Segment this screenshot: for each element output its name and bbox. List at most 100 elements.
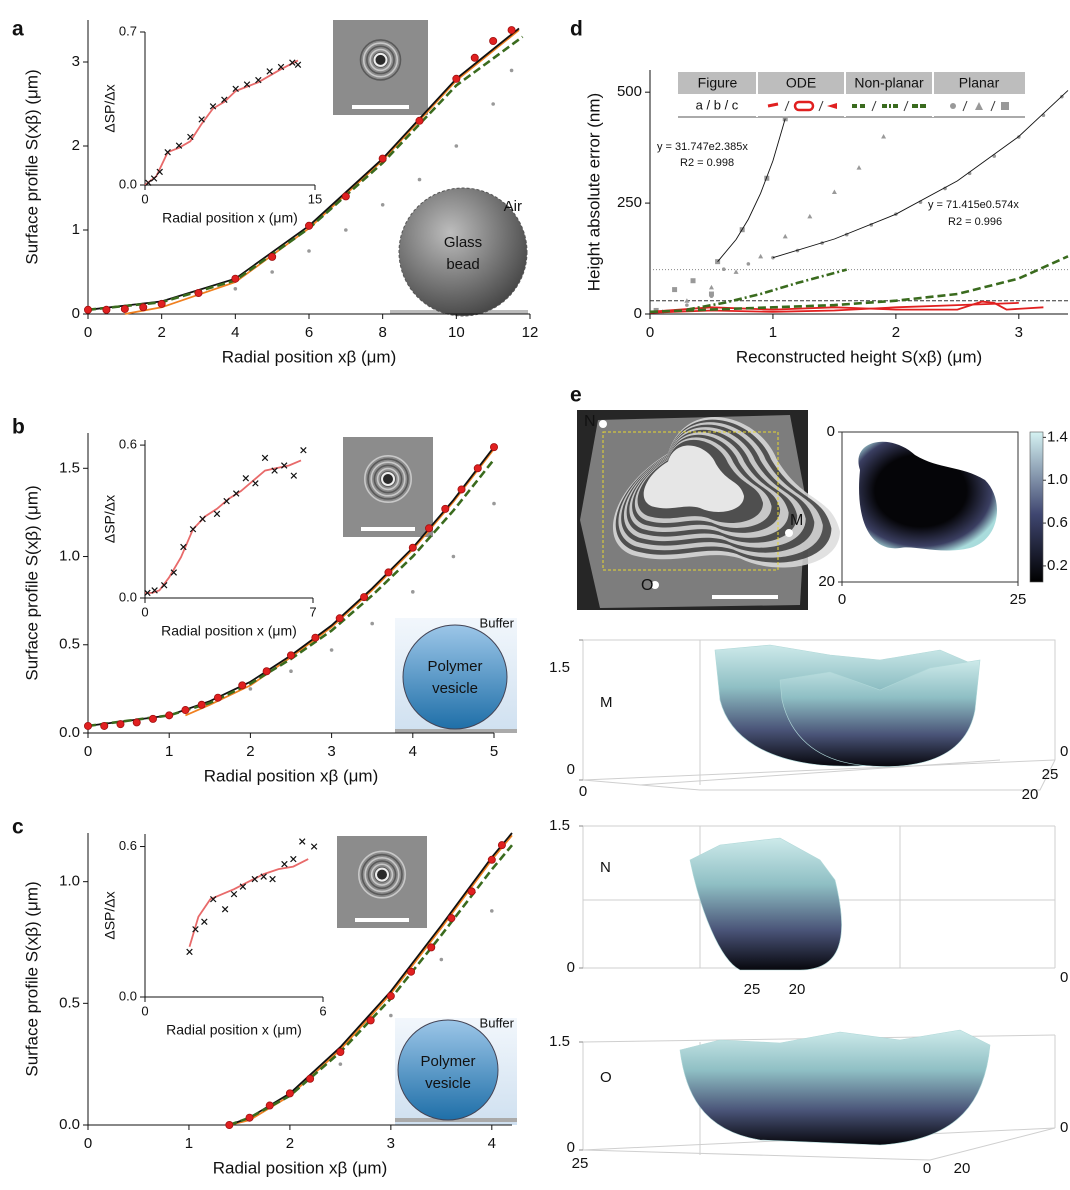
x-axis-label: Radial position x (μm) xyxy=(161,623,297,639)
data-point xyxy=(881,134,887,139)
data-point xyxy=(271,467,278,474)
data-point xyxy=(299,838,306,845)
y-axis-label: Surface profile S(xβ) (μm) xyxy=(22,881,41,1076)
panel-letter: d xyxy=(570,18,583,41)
table-header-bg xyxy=(678,72,1025,94)
axis-tick-label: 0 xyxy=(1060,743,1068,760)
point-label: O xyxy=(641,577,653,594)
x-tick-label: 0 xyxy=(646,324,654,341)
data-point xyxy=(425,524,434,533)
data-point xyxy=(384,568,393,577)
x-tick-label: 4 xyxy=(488,1135,496,1152)
y-tick-label: 0 xyxy=(827,423,835,440)
fringe xyxy=(373,464,403,494)
x-axis-label: Radial position x (μm) xyxy=(162,210,298,226)
panel-letter: e xyxy=(570,384,582,407)
data-point xyxy=(120,304,129,313)
sep-slash xyxy=(784,100,790,112)
y-tick-label: 0 xyxy=(72,305,80,322)
data-point xyxy=(186,948,193,956)
data-point xyxy=(232,85,239,93)
data-point xyxy=(311,633,320,642)
data-point xyxy=(145,179,152,187)
x-tick-label: 0 xyxy=(84,743,92,760)
data-point xyxy=(261,454,269,462)
data-point xyxy=(782,116,788,122)
fringe xyxy=(361,853,403,896)
fringe xyxy=(364,857,400,893)
annotation: Buffer xyxy=(480,615,515,630)
data-point xyxy=(310,843,318,850)
data-line xyxy=(185,448,495,717)
data-point xyxy=(213,693,222,702)
axis-tick-label: 0 xyxy=(1060,969,1068,986)
data-point xyxy=(509,68,514,73)
data-point xyxy=(270,270,274,274)
data-point xyxy=(758,253,764,259)
fringe-core xyxy=(643,445,744,512)
data-point xyxy=(242,475,250,482)
data-point xyxy=(239,883,247,890)
data-point xyxy=(165,711,174,720)
data-point xyxy=(746,262,751,266)
data-point xyxy=(230,890,238,898)
data-point xyxy=(370,621,375,626)
axis-tick-label: 20 xyxy=(954,1160,971,1177)
data-point xyxy=(294,61,302,69)
annotation: R2 = 0.996 xyxy=(948,216,1002,228)
data-point xyxy=(280,462,288,469)
y-tick-label: 0.0 xyxy=(119,988,137,1003)
x-tick-label: 4 xyxy=(409,743,417,760)
colorbar xyxy=(1029,431,1044,583)
data-point xyxy=(672,287,678,293)
data-point xyxy=(470,53,479,62)
data-point xyxy=(156,168,163,176)
y-tick-label: 0.0 xyxy=(119,589,137,604)
x-tick-label: 2 xyxy=(157,324,165,341)
data-point xyxy=(417,177,422,182)
x-tick-label: 1 xyxy=(769,324,777,341)
table-header: Planar xyxy=(959,75,1000,91)
data-point xyxy=(194,288,203,297)
x-tick-label: 1 xyxy=(185,1135,193,1152)
fringe xyxy=(370,863,394,886)
fringe xyxy=(362,42,399,78)
data-point xyxy=(389,1013,393,1018)
y-tick-label: 2 xyxy=(72,137,80,154)
point-marker xyxy=(599,420,607,428)
annotation: y = 71.415e0.574x xyxy=(928,199,1019,211)
x-tick-label: 10 xyxy=(448,324,465,341)
data-point xyxy=(452,74,461,83)
wireframe xyxy=(639,759,1001,786)
data-point xyxy=(225,1121,234,1130)
data-point xyxy=(856,165,862,170)
key-ode xyxy=(767,102,779,108)
wireframe xyxy=(582,1127,1056,1161)
data-point xyxy=(685,303,689,307)
data-point xyxy=(380,203,385,207)
data-point xyxy=(447,914,456,923)
data-point xyxy=(102,305,111,314)
y-tick-label: 20 xyxy=(818,573,835,590)
y-tick-label: 1.0 xyxy=(59,547,80,564)
fringe xyxy=(376,467,400,491)
table-header: ODE xyxy=(786,75,816,91)
axis-tick-label: 25 xyxy=(1042,766,1059,783)
data-point xyxy=(329,648,334,652)
axis-tick-label: 25 xyxy=(572,1155,589,1172)
data-point xyxy=(238,681,247,690)
data-point xyxy=(451,554,456,559)
x-tick-label: 3 xyxy=(327,743,335,760)
data-point xyxy=(268,252,277,261)
x-tick-label: 2 xyxy=(286,1135,294,1152)
y-axis-label: Height absolute error (nm) xyxy=(584,93,603,291)
data-point xyxy=(491,102,495,106)
point-label: N xyxy=(584,413,596,430)
fringe xyxy=(379,470,396,487)
panel-letter: c xyxy=(12,816,24,839)
data-point xyxy=(807,213,813,219)
data-point xyxy=(360,593,369,602)
data-point xyxy=(164,148,171,156)
data-point xyxy=(243,81,251,88)
